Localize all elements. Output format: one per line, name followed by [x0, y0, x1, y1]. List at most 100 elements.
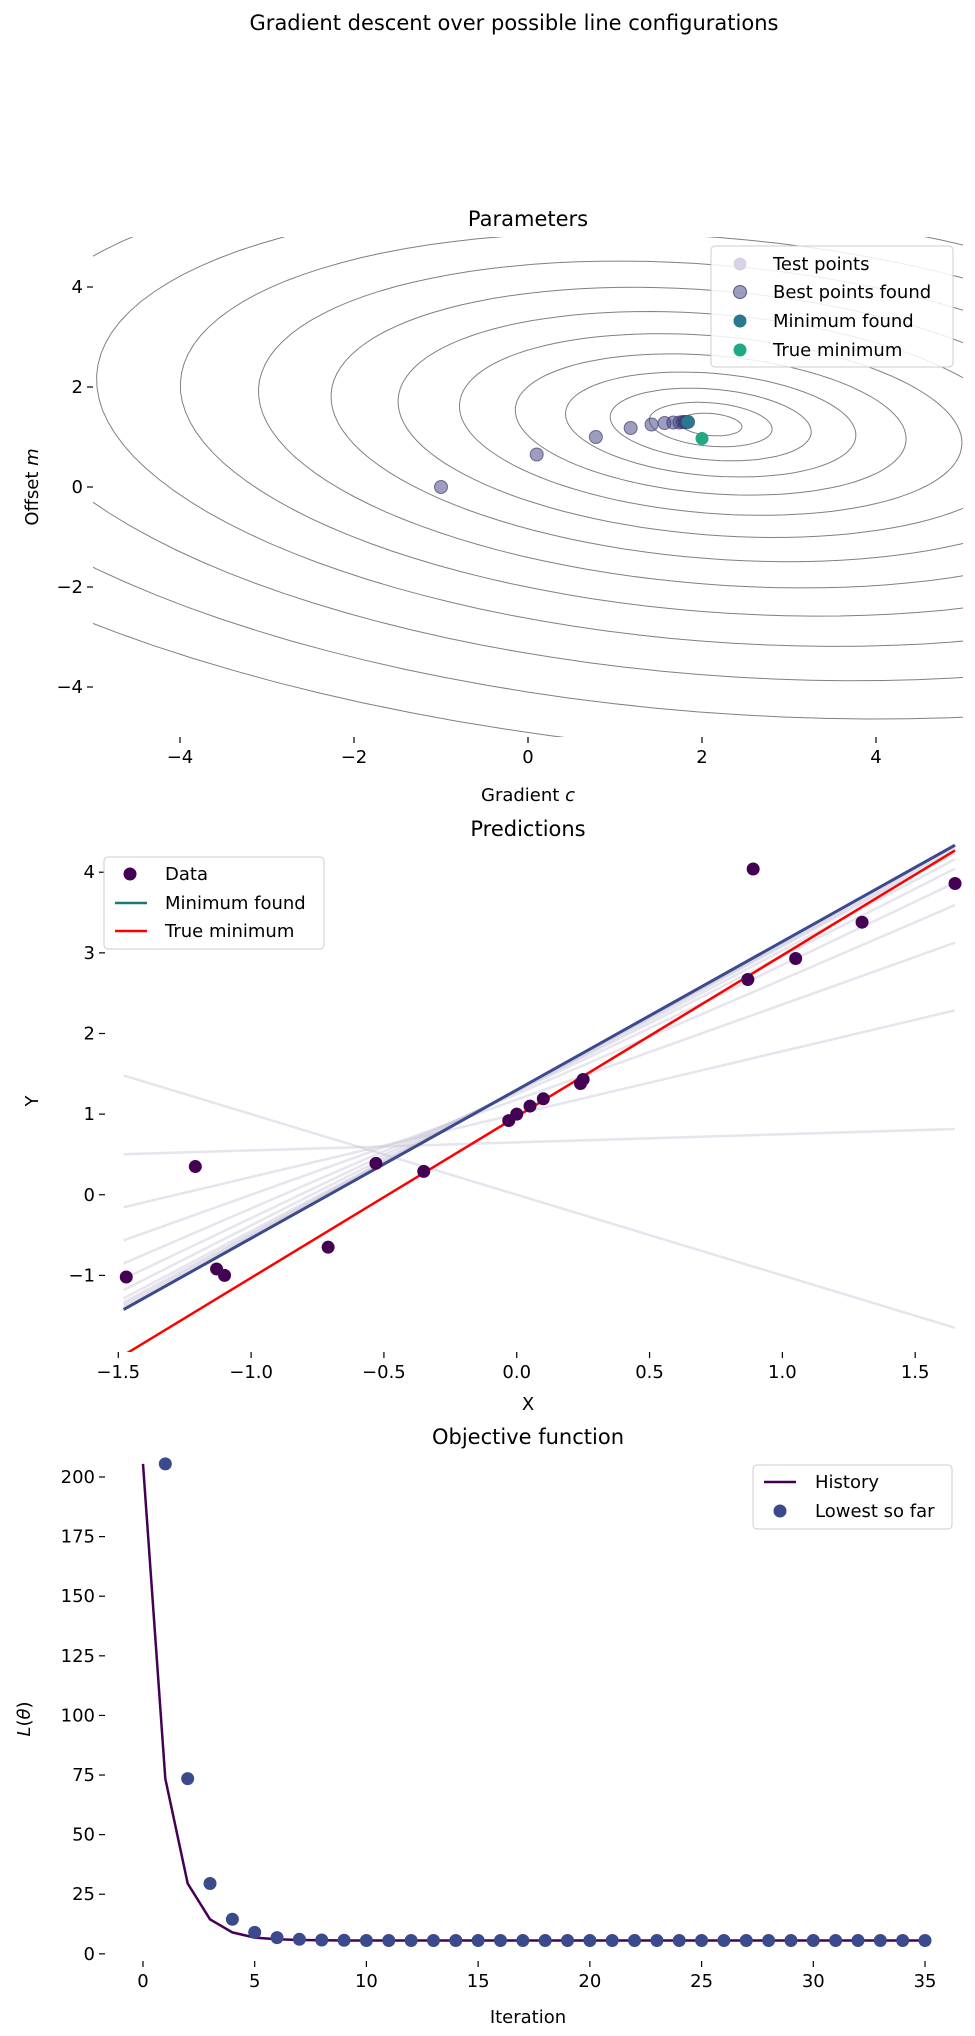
predictions-ytick-label: 2	[84, 1023, 95, 1044]
data-point	[218, 1268, 232, 1282]
objective-ytick-label: 150	[61, 1586, 95, 1607]
legend-marker-test-points	[733, 257, 747, 271]
predictions-title: Predictions	[470, 817, 585, 841]
lowest-point	[851, 1933, 865, 1947]
lowest-point	[337, 1933, 351, 1947]
lowest-point	[292, 1932, 306, 1946]
data-point	[369, 1156, 383, 1170]
lowest-point	[605, 1933, 619, 1947]
parameters-ytick-label: −2	[56, 577, 83, 598]
legend-label-minimum-found: Minimum found	[773, 311, 914, 332]
predictions-xtick-label: 0.0	[502, 1362, 531, 1383]
data-point	[119, 1270, 133, 1284]
lowest-point	[806, 1933, 820, 1947]
lowest-point	[471, 1933, 485, 1947]
objective-ytick-label: 75	[72, 1765, 95, 1786]
contour-line	[609, 387, 812, 462]
predictions-ytick-label: 0	[84, 1185, 95, 1206]
test-line	[123, 941, 956, 1242]
test-line	[123, 903, 956, 1265]
best-point	[529, 447, 544, 462]
lowest-point	[225, 1912, 239, 1926]
loss-contours	[93, 237, 963, 737]
predictions-xtick-label: −1.0	[229, 1362, 273, 1383]
objective-xtick-label: 5	[249, 1971, 260, 1992]
lowest-point	[583, 1933, 597, 1947]
best-point	[588, 430, 603, 444]
objective-xtick-label: 20	[578, 1971, 601, 1992]
best-point	[644, 417, 659, 432]
objective-title: Objective function	[432, 1425, 624, 1449]
objective-xtick-label: 15	[467, 1971, 490, 1992]
data-point	[536, 1092, 550, 1106]
legend-marker-minimum-found	[733, 314, 747, 328]
data-point	[576, 1072, 590, 1086]
parameters-xtick-label: 2	[696, 747, 707, 768]
contour-line	[93, 237, 963, 682]
data-point	[746, 862, 760, 876]
contour-line	[179, 237, 963, 617]
parameters-ytick-label: 0	[72, 477, 83, 498]
lowest-point	[404, 1933, 418, 1947]
legend-label-data: Data	[165, 864, 208, 885]
predictions-ytick-label: 3	[84, 943, 95, 964]
data-point	[789, 952, 803, 966]
lowest-point	[248, 1925, 262, 1939]
lowest-point	[426, 1933, 440, 1947]
lowest-point	[650, 1933, 664, 1947]
legend-label-true-minimum: True minimum	[772, 340, 902, 361]
legend-label-test-points: Test points	[772, 254, 869, 275]
lowest-point	[493, 1933, 507, 1947]
contour-line	[648, 401, 773, 448]
contour-line	[514, 353, 907, 496]
predictions-xtick-label: 1.5	[901, 1362, 930, 1383]
objective-ytick-label: 100	[61, 1705, 95, 1726]
legend-label-history: History	[815, 1472, 879, 1493]
data-point	[510, 1107, 524, 1121]
data-point	[321, 1240, 335, 1254]
lowest-point	[628, 1933, 642, 1947]
data-point	[948, 877, 962, 891]
true-minimum-point	[695, 432, 709, 445]
predictions-ylabel: Y	[22, 1095, 43, 1108]
objective-ticks: 0 5 10 15 20 25 30 35 0 25 50 75 100 125 150 175 200	[61, 1467, 937, 1992]
data-point	[523, 1099, 537, 1113]
parameters-legend: Test points Best points found Minimum fo…	[710, 245, 954, 368]
lowest-point	[203, 1877, 217, 1891]
parameters-ytick-label: 4	[72, 277, 83, 298]
lowest-point	[829, 1933, 843, 1947]
data-point	[417, 1164, 431, 1178]
lowest-point	[315, 1933, 329, 1947]
objective-xtick-label: 30	[802, 1971, 825, 1992]
test-line	[123, 881, 956, 1281]
predictions-ticks: −1.5 −1.0 −0.5 0.0 0.5 1.0 1.5 −1 0 1 2 3 4	[68, 862, 929, 1383]
lowest-point	[270, 1931, 284, 1945]
lowest-point	[739, 1933, 753, 1947]
objective-series	[141, 1457, 932, 1947]
objective-ytick-label: 25	[72, 1884, 95, 1905]
predictions-xlabel: X	[522, 1394, 534, 1415]
objective-ytick-label: 50	[72, 1825, 95, 1846]
legend-marker-lowest	[773, 1504, 787, 1518]
parameters-xtick-label: −2	[341, 747, 368, 768]
best-points-series	[434, 415, 709, 494]
contour-line	[96, 237, 963, 647]
contour-line	[257, 260, 963, 589]
minimum-found-point	[681, 415, 695, 429]
legend-marker-true-minimum	[733, 343, 747, 357]
predictions-xtick-label: −1.5	[96, 1362, 140, 1383]
legend-marker-best-points	[733, 285, 747, 299]
lowest-point	[873, 1933, 887, 1947]
parameters-title: Parameters	[468, 207, 588, 231]
objective-ytick-label: 125	[61, 1646, 95, 1667]
objective-ytick-label: 175	[61, 1527, 95, 1548]
objective-ylabel: L(θ)	[14, 1701, 35, 1736]
lowest-point	[672, 1933, 686, 1947]
objective-xtick-label: 25	[690, 1971, 713, 1992]
minimum-found-line	[122, 844, 956, 1311]
prediction-lines	[122, 844, 956, 1352]
contour-line	[565, 371, 857, 478]
predictions-panel: Predictions −1.5 −1.0 −0.5 0.0 0.5 1.0 1.5 −1 0 1…	[22, 817, 962, 1415]
history-line	[141, 1463, 925, 1942]
parameters-ticks: −4 −2 0 2 4 −4 −2 0 2 4	[56, 277, 881, 768]
